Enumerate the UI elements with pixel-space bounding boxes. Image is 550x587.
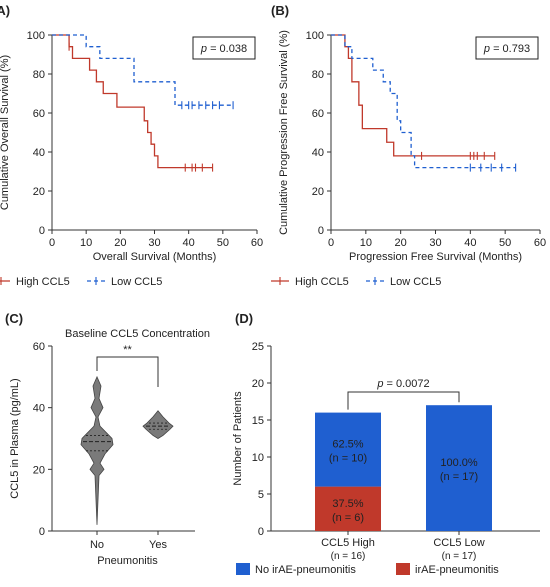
y-axis-label-a: Cumulative Overall Survival (%) xyxy=(0,55,11,210)
legend-label: Low CCL5 xyxy=(111,276,162,288)
y-axis-label-c: CCL5 in Plasma (pg/mL) xyxy=(9,378,21,498)
bar-value-label: 62.5% xyxy=(332,439,363,451)
y-tick-label: 100 xyxy=(306,30,324,42)
y-tick-label: 20 xyxy=(33,464,45,476)
y-tick-label: 20 xyxy=(312,186,324,198)
y-tick-label: 5 xyxy=(258,489,264,501)
y-tick-label: 0 xyxy=(258,526,264,538)
p-value-bracket xyxy=(347,391,460,410)
legend-swatch xyxy=(396,563,410,575)
panel-label-b: (B) xyxy=(271,3,289,18)
x-tick-label: 40 xyxy=(464,237,476,249)
x-tick-label: 50 xyxy=(217,237,229,249)
bar-value-label: 100.0% xyxy=(440,457,478,469)
x-tick-sublabel: (n = 17) xyxy=(442,551,477,562)
panel-label-c: (C) xyxy=(5,311,23,326)
panel-label-a: (A) xyxy=(0,3,10,18)
y-tick-label: 80 xyxy=(312,69,324,81)
survival-curve-low-ccl5 xyxy=(331,34,516,169)
x-tick-label: 20 xyxy=(395,237,407,249)
legend-label: irAE-pneumonitis xyxy=(415,564,499,576)
legend-label: No irAE-pneumonitis xyxy=(255,564,356,576)
y-tick-label: 0 xyxy=(39,526,45,538)
x-axis-label-c: Pneumonitis xyxy=(97,555,158,567)
y-axis-label-b: Cumulative Progression Free Survival (%) xyxy=(278,30,290,235)
survival-curve-high-ccl5 xyxy=(331,34,495,157)
y-tick-label: 60 xyxy=(312,108,324,120)
x-tick-sublabel: (n = 16) xyxy=(331,551,366,562)
x-tick-label: 0 xyxy=(328,237,334,249)
x-tick-label: 30 xyxy=(148,237,160,249)
violin-no xyxy=(80,375,114,525)
legend-label: High CCL5 xyxy=(16,276,70,288)
x-tick-label: 0 xyxy=(49,237,55,249)
survival-curve-low-ccl5 xyxy=(52,34,234,106)
survival-curve-high-ccl5 xyxy=(52,34,213,169)
y-tick-label: 60 xyxy=(33,341,45,353)
p-value-box xyxy=(192,36,256,60)
y-tick-label: 0 xyxy=(318,225,324,237)
x-axis-label-a: Overall Survival (Months) xyxy=(93,251,216,263)
chart-title-c: Baseline CCL5 Concentration xyxy=(65,328,210,340)
legend-swatch xyxy=(236,563,250,575)
bar-segment-irae-pneumonitis xyxy=(315,486,381,531)
bar-segment-no-irae-pneumonitis xyxy=(315,412,381,487)
bar-value-label: 37.5% xyxy=(332,498,363,510)
x-tick-label: CCL5 Low xyxy=(433,537,484,549)
bar-segment-no-irae-pneumonitis xyxy=(426,405,492,531)
y-tick-label: 40 xyxy=(312,147,324,159)
x-tick-label: Yes xyxy=(149,539,167,551)
bar-count-label: (n = 10) xyxy=(329,453,367,465)
p-value-text: p = 0.038 xyxy=(200,43,247,55)
significance-bracket xyxy=(96,356,159,387)
bar-count-label: (n = 6) xyxy=(332,512,364,524)
x-tick-label: 60 xyxy=(251,237,263,249)
panel-label-d: (D) xyxy=(235,311,253,326)
y-tick-label: 100 xyxy=(27,30,45,42)
p-value-text-d: p = 0.0072 xyxy=(376,378,429,390)
x-axis-label-b: Progression Free Survival (Months) xyxy=(349,251,522,263)
x-tick-label: 60 xyxy=(534,237,546,249)
p-value-text: p = 0.793 xyxy=(483,43,530,55)
y-tick-label: 20 xyxy=(252,378,264,390)
x-tick-label: 30 xyxy=(429,237,441,249)
y-axis-label-d: Number of Patients xyxy=(232,391,244,486)
y-tick-label: 10 xyxy=(252,452,264,464)
legend-label: High CCL5 xyxy=(295,276,349,288)
x-tick-label: 10 xyxy=(80,237,92,249)
y-tick-label: 40 xyxy=(33,147,45,159)
x-tick-label: CCL5 High xyxy=(321,537,375,549)
violin-yes xyxy=(142,410,174,439)
legend-label: Low CCL5 xyxy=(390,276,441,288)
y-tick-label: 80 xyxy=(33,69,45,81)
x-tick-label: 40 xyxy=(183,237,195,249)
p-value-box xyxy=(475,36,539,60)
bar-count-label: (n = 17) xyxy=(440,471,478,483)
x-tick-label: 20 xyxy=(114,237,126,249)
y-tick-label: 40 xyxy=(33,403,45,415)
y-tick-label: 0 xyxy=(39,225,45,237)
significance-stars: ** xyxy=(123,344,132,356)
x-tick-label: No xyxy=(90,539,104,551)
x-tick-label: 10 xyxy=(360,237,372,249)
x-tick-label: 50 xyxy=(499,237,511,249)
y-tick-label: 60 xyxy=(33,108,45,120)
y-tick-label: 15 xyxy=(252,415,264,427)
y-tick-label: 25 xyxy=(252,341,264,353)
y-tick-label: 20 xyxy=(33,186,45,198)
